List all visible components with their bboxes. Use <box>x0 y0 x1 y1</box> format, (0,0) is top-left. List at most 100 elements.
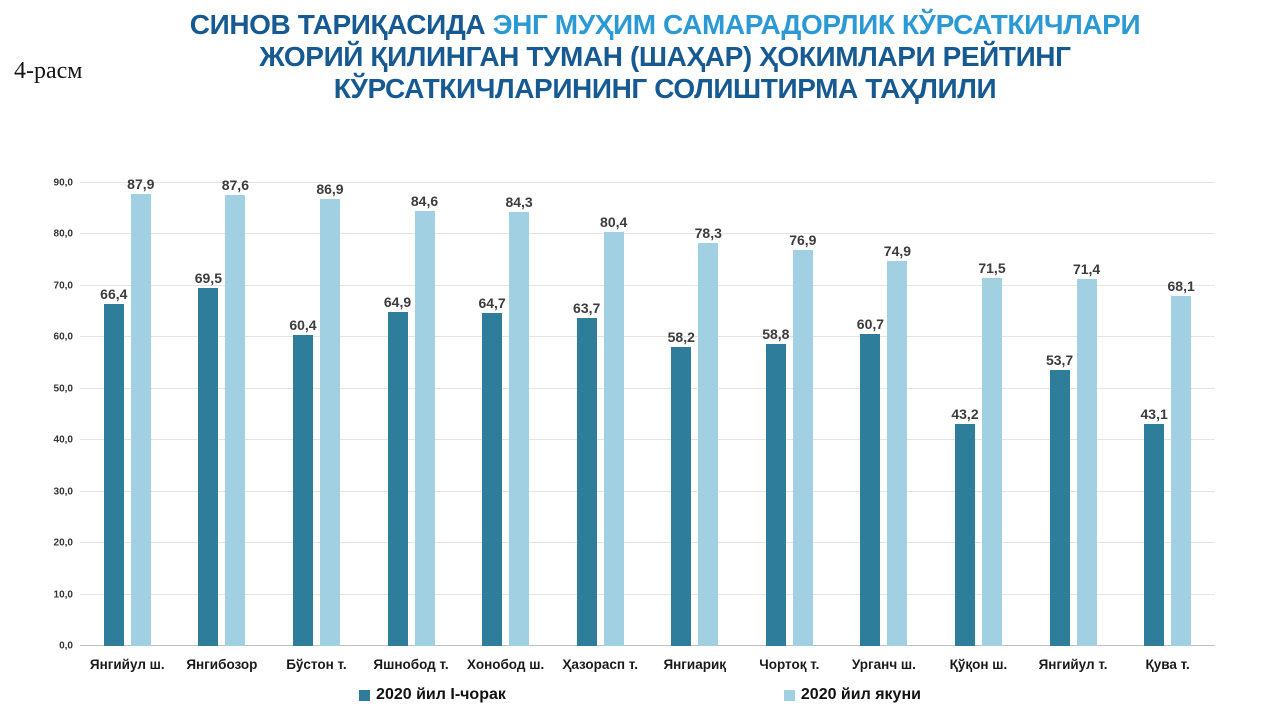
bar-value-label: 87,9 <box>127 175 155 192</box>
bar-series2: 84,3 <box>505 194 533 646</box>
y-axis-tick-70: 70,0 <box>53 280 73 292</box>
bar-value-label: 43,2 <box>951 405 979 422</box>
bar-series1: 43,2 <box>951 406 979 646</box>
title-line-2: ЖОРИЙ ҚИЛИНГАН ТУМАН (ШАҲАР) ҲОКИМЛАРИ Р… <box>259 41 1071 72</box>
bar-group: 64,9 84,6 Яшнобод т. <box>364 183 458 672</box>
bar-value-label: 60,7 <box>856 315 885 332</box>
bar-value-label: 71,4 <box>1072 260 1101 277</box>
x-axis-label: Янгибозор <box>186 657 258 672</box>
bar-series2: 68,1 <box>1168 278 1195 646</box>
x-axis-label: Янгийул т. <box>1038 657 1108 672</box>
bar-series1: 69,5 <box>195 270 222 646</box>
legend-item-series2: 2020 йил якуни <box>783 686 921 704</box>
bar-series2: 74,9 <box>884 243 911 646</box>
bar-value-label: 64,9 <box>383 294 412 311</box>
x-axis-label: Қува т. <box>1145 657 1190 672</box>
x-axis-label: Яшнобод т. <box>373 657 449 672</box>
bar-group: 43,2 71,5 Қўқон ш. <box>931 183 1025 672</box>
gridline-20 <box>80 542 1215 544</box>
bar-value-label: 76,9 <box>789 232 817 249</box>
gridline-30 <box>80 490 1215 492</box>
x-axis-label: Ҳазорасп т. <box>562 657 638 672</box>
x-axis-label: Хонобод ш. <box>466 657 545 672</box>
gridline-10 <box>80 593 1215 595</box>
bar-series1: 63,7 <box>573 300 600 646</box>
bar-value-label: 69,5 <box>194 270 222 287</box>
bar-value-label: 74,9 <box>883 242 912 259</box>
bar-value-label: 66,4 <box>100 286 128 303</box>
bar-series2: 84,6 <box>411 193 438 646</box>
bar-value-label: 78,3 <box>694 225 722 242</box>
gridline-90 <box>80 182 1215 183</box>
plot-area: 0,0 10,0 20,0 30,0 40,0 50,0 60,0 70,0 80,0 90,0 … <box>54 176 1215 672</box>
bar-series2: 86,9 <box>316 181 344 646</box>
gridline-80 <box>80 233 1215 235</box>
bar-group: 43,1 68,1 Қува т. <box>1121 183 1215 672</box>
y-axis-tick-60: 60,0 <box>53 331 73 343</box>
gridline-0 <box>80 645 1215 646</box>
bar-value-label: 64,7 <box>478 295 506 312</box>
y-axis-tick-50: 50,0 <box>53 383 73 395</box>
x-axis-label: Қўқон ш. <box>949 657 1008 672</box>
bar-series2: 80,4 <box>600 214 627 646</box>
bar-series1: 60,4 <box>289 317 317 646</box>
bar-value-label: 60,4 <box>289 317 317 334</box>
bar-series1: 43,1 <box>1141 406 1168 646</box>
chart-title: СИНОВ ТАРИҚАСИДА ЭНГ МУҲИМ САМАРАДОРЛИК … <box>100 9 1230 105</box>
bar-series1: 66,4 <box>100 286 127 646</box>
x-axis-label: Бўстон т. <box>286 657 347 672</box>
bar-series2: 87,9 <box>127 176 154 646</box>
bar-series2: 87,6 <box>222 177 249 646</box>
title-line-1: СИНОВ ТАРИҚАСИДА ЭНГ МУҲИМ САМАРАДОРЛИК … <box>100 9 1230 41</box>
bar-group: 58,8 76,9 Чортоқ т. <box>742 183 836 672</box>
bar-group: 60,4 86,9 Бўстон т. <box>269 181 363 672</box>
bar-series1: 58,8 <box>762 326 789 646</box>
bar-series1: 64,7 <box>478 295 506 646</box>
gridline-50 <box>80 387 1215 389</box>
gridline-70 <box>80 284 1215 286</box>
bar-series1: 58,2 <box>668 329 695 646</box>
y-axis-tick-10: 10,0 <box>53 589 73 601</box>
bar-value-label: 43,1 <box>1140 406 1168 423</box>
bar-group: 64,7 84,3 Хонобод ш. <box>459 183 553 672</box>
bar-value-label: 58,8 <box>762 325 790 342</box>
y-axis-tick-20: 20,0 <box>53 537 73 549</box>
y-axis-tick-30: 30,0 <box>53 486 73 498</box>
bar-series1: 53,7 <box>1046 352 1073 646</box>
legend-marker-series2 <box>783 689 795 701</box>
gridline-40 <box>80 439 1215 441</box>
x-axis-label: Чортоқ т. <box>759 657 820 672</box>
bar-value-label: 58,2 <box>667 328 695 345</box>
legend-marker-series1 <box>359 689 371 701</box>
bar-group: 66,4 87,9 Янгийул ш. <box>80 176 174 672</box>
bar-group: 53,7 71,4 Янгийул т. <box>1026 183 1120 672</box>
bar-group: 63,7 80,4 Ҳазорасп т. <box>553 183 647 672</box>
bar-value-label: 80,4 <box>600 214 628 231</box>
bar-series1: 60,7 <box>857 316 884 646</box>
figure-label: 4-расм <box>14 58 83 84</box>
bar-value-label: 68,1 <box>1167 277 1195 294</box>
y-axis-tick-0: 0,0 <box>59 640 73 652</box>
bar-series1: 64,9 <box>384 294 411 646</box>
bar-value-label: 84,3 <box>505 194 533 211</box>
bar-value-label: 87,6 <box>221 177 249 194</box>
title-line-1-light: ЭНГ МУҲИМ САМАРАДОРЛИК КЎРСАТКИЧЛАРИ <box>492 9 1141 40</box>
bar-value-label: 84,6 <box>410 192 439 209</box>
bar-group: 60,7 74,9 Урганч ш. <box>837 183 931 672</box>
bar-series2: 71,5 <box>978 260 1006 646</box>
bar-value-label: 63,7 <box>573 300 601 317</box>
y-axis-tick-40: 40,0 <box>53 434 73 446</box>
bar-group: 58,2 78,3 Янгиариқ <box>648 183 742 672</box>
x-axis-label: Янгиариқ <box>663 657 727 672</box>
bar-series2: 76,9 <box>789 232 816 646</box>
legend-item-series1: 2020 йил I-чорак <box>359 686 506 704</box>
title-line-1-dark: СИНОВ ТАРИҚАСИДА <box>189 9 493 40</box>
bar-value-label: 71,5 <box>978 260 1006 277</box>
x-axis-label: Янгийул ш. <box>89 657 165 672</box>
bar-series2: 71,4 <box>1073 261 1100 646</box>
bar-series2: 78,3 <box>695 225 722 646</box>
bar-value-label: 53,7 <box>1045 351 1074 368</box>
legend: 2020 йил I-чорак 2020 йил якуни <box>0 686 1280 704</box>
y-axis-tick-90: 90,0 <box>53 177 73 189</box>
x-axis-label: Урганч ш. <box>851 657 916 672</box>
